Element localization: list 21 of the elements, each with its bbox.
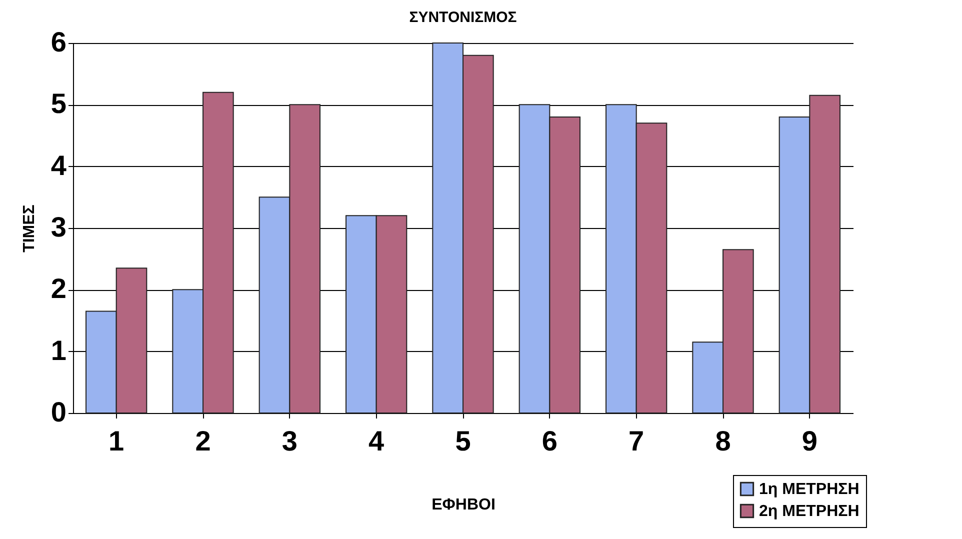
x-tick-label: 2: [195, 426, 211, 456]
y-tick-label: 2: [50, 273, 66, 304]
legend-label: 2η ΜΕΤΡΗΣΗ: [759, 503, 860, 520]
x-tick-label: 1: [108, 426, 124, 456]
x-tick-label: 4: [368, 426, 385, 456]
y-tick-label: 3: [50, 212, 66, 242]
chart-title: ΣΥΝΤΟΝΙΣΜΟΣ: [409, 9, 517, 26]
x-tick-label: 8: [715, 426, 731, 456]
y-tick-label: 5: [50, 88, 66, 120]
x-tick-label: 6: [542, 426, 558, 456]
x-tick-label: 9: [802, 426, 818, 456]
y-tick-label: 0: [50, 396, 66, 428]
legend-label: 1η ΜΕΤΡΗΣΗ: [759, 481, 860, 498]
y-tick-label: 1: [50, 334, 66, 366]
y-tick-label: 6: [50, 26, 66, 58]
x-axis-title: ΕΦΗΒΟΙ: [432, 496, 496, 514]
x-tick-label: 3: [282, 426, 298, 456]
x-tick-label: 5: [455, 426, 471, 456]
y-tick-label: 4: [50, 150, 67, 181]
y-axis-title: ΤΙΜΕΣ: [20, 204, 38, 252]
x-tick-label: 7: [628, 426, 644, 456]
